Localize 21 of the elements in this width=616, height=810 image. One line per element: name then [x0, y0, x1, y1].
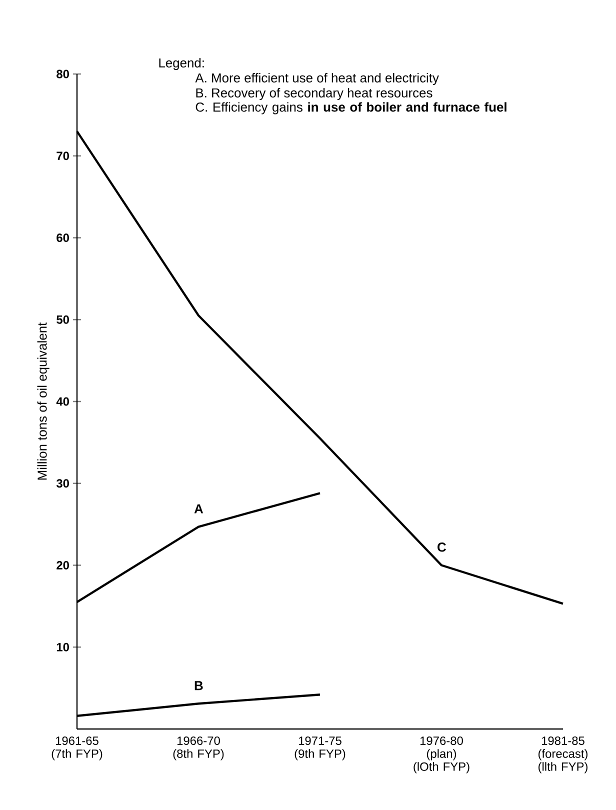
series-label: C — [438, 542, 446, 552]
y-axis-title: Million tons of oil equivalent — [37, 322, 50, 480]
y-tick-label: 50 — [56, 315, 69, 324]
x-tick-label: 1961-65 (7th FYP) — [52, 736, 102, 760]
series-label: B — [194, 681, 203, 690]
y-tick-label: 70 — [56, 152, 69, 160]
y-tick-label: 10 — [56, 642, 69, 652]
x-tick-label: 1976-80 (plan) (lOth FYP) — [414, 736, 470, 774]
annotation: B. Recovery of secondary heat resources — [196, 88, 432, 100]
y-tick-label: 80 — [56, 70, 69, 78]
y-tick-label: 30 — [56, 479, 69, 488]
y-tick-label: 40 — [56, 397, 69, 406]
x-tick-label: 1971-75 (9th FYP) — [294, 736, 346, 760]
text: Legend: — [159, 58, 204, 70]
series-label: A — [194, 504, 204, 514]
x-tick-label: 1981-85 (forecast) (llth FYP) — [538, 736, 588, 774]
y-tick-label: 60 — [56, 234, 69, 242]
annotation: C. Efficiency gains in use of boiler and furnace fuel — [196, 102, 506, 114]
x-tick-label: 1966-70 (8th FYP) — [173, 736, 224, 760]
annotation: A. More efficient use of heat and electricity — [195, 72, 439, 86]
y-tick-label: 20 — [56, 561, 69, 570]
